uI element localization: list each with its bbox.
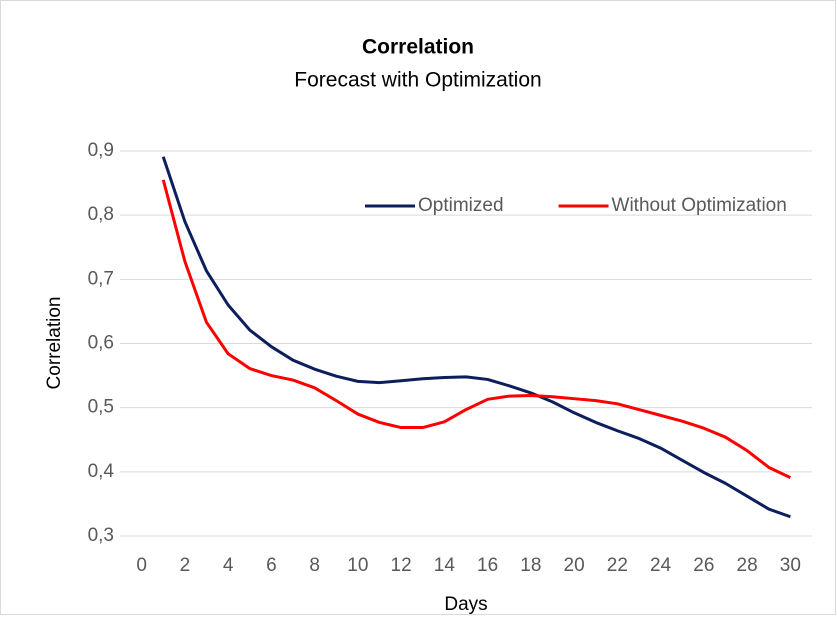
x-tick-label: 18 (520, 555, 541, 576)
x-tick-label: 16 (477, 555, 498, 576)
y-tick-label: 0,9 (88, 140, 114, 161)
x-tick-label: 14 (434, 555, 456, 576)
x-tick-label: 24 (650, 555, 672, 576)
chart-subtitle: Forecast with Optimization (294, 69, 541, 92)
x-tick-label: 22 (607, 555, 628, 576)
x-tick-label: 12 (391, 555, 412, 576)
y-tick-label: 0,4 (88, 461, 115, 482)
y-tick-label: 0,5 (88, 397, 114, 418)
legend-label: Without Optimization (612, 195, 787, 216)
chart-title: Correlation (362, 36, 474, 59)
legend-label: Optimized (418, 195, 504, 216)
x-tick-label: 8 (309, 555, 320, 576)
y-tick-label: 0,8 (88, 204, 114, 225)
y-tick-label: 0,3 (88, 525, 114, 546)
x-tick-label: 26 (693, 555, 714, 576)
data-line (161, 156, 791, 519)
x-tick-label: 6 (266, 555, 277, 576)
x-axis-label: Days (444, 594, 487, 615)
x-tick-label: 10 (347, 555, 368, 576)
x-tick-label: 4 (223, 555, 234, 576)
x-tick-label: 30 (780, 555, 801, 576)
x-tick-label: 20 (564, 555, 585, 576)
x-tick-label: 28 (737, 555, 758, 576)
data-line (161, 179, 792, 479)
y-axis-label: Correlation (44, 297, 65, 390)
x-tick-label: 2 (180, 555, 191, 576)
y-tick-label: 0,6 (88, 333, 114, 354)
x-tick-label: 0 (136, 555, 147, 576)
y-tick-label: 0,7 (88, 268, 114, 289)
